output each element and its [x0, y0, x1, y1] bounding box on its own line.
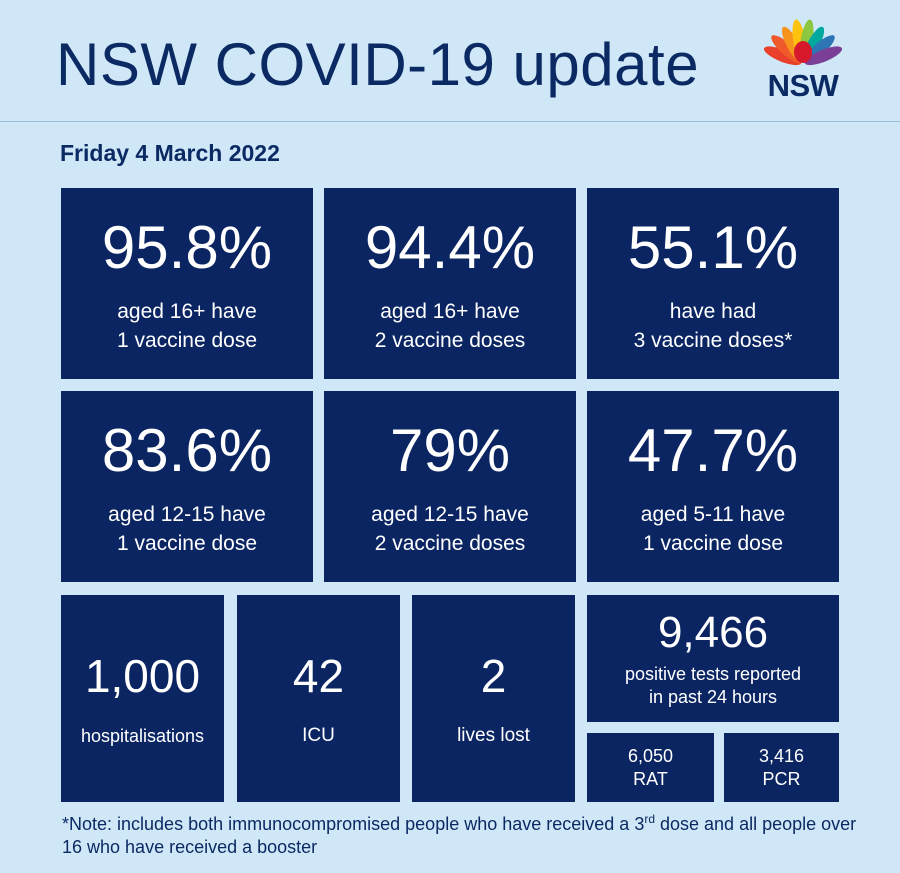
- pcr-count: 3,416: [758, 745, 805, 766]
- footnote: *Note: includes both immunocompromised p…: [62, 813, 872, 859]
- hospitalisations-count: 1,000: [84, 649, 201, 702]
- vaccination-percent: 83.6%: [101, 416, 273, 484]
- vaccination-desc: aged 16+ have 2 vaccine doses: [374, 299, 526, 352]
- pcr-label: PCR: [762, 768, 801, 789]
- vaccination-tile: 83.6% aged 12-15 have 1 vaccine dose: [61, 391, 313, 582]
- vaccination-desc: aged 16+ have 1 vaccine dose: [116, 299, 258, 352]
- vaccination-percent: 79%: [389, 416, 511, 484]
- pcr-tile: 3,416 PCR: [724, 733, 839, 802]
- icu-count: 42: [292, 649, 345, 702]
- report-date: Friday 4 March 2022: [60, 140, 280, 166]
- footnote-text-end: dose and all people over 16 who have rec…: [62, 814, 857, 857]
- vaccination-desc: aged 5-11 have 1 vaccine dose: [640, 502, 786, 555]
- header-divider: [0, 121, 900, 122]
- hospitalisations-tile: 1,000 hospitalisations: [61, 595, 224, 802]
- rat-count: 6,050: [627, 745, 674, 766]
- footnote-text: *Note: includes both immunocompromised p…: [62, 814, 645, 834]
- vaccination-tile: 79% aged 12-15 have 2 vaccine doses: [324, 391, 576, 582]
- vaccination-percent: 55.1%: [627, 213, 799, 281]
- vaccination-percent: 47.7%: [627, 416, 799, 484]
- positive-tests-desc: positive tests reported in past 24 hours: [624, 663, 802, 707]
- footnote-superscript: rd: [644, 812, 655, 826]
- vaccination-desc: have had 3 vaccine doses*: [633, 299, 793, 352]
- logo-text: NSW: [767, 68, 839, 103]
- vaccination-desc: aged 12-15 have 2 vaccine doses: [371, 502, 529, 555]
- vaccination-desc: aged 12-15 have 1 vaccine dose: [108, 502, 266, 555]
- icu-label: ICU: [302, 724, 335, 746]
- vaccination-percent: 94.4%: [364, 213, 536, 281]
- lives-lost-label: lives lost: [457, 724, 530, 746]
- page-title: NSW COVID-19 update: [56, 31, 700, 98]
- positive-tests-tile: 9,466 positive tests reported in past 24…: [587, 595, 839, 722]
- lives-lost-tile: 2 lives lost: [412, 595, 575, 802]
- lives-lost-count: 2: [480, 649, 507, 702]
- rat-label: RAT: [633, 768, 668, 789]
- vaccination-tile: 95.8% aged 16+ have 1 vaccine dose: [61, 188, 313, 379]
- vaccination-percent: 95.8%: [101, 213, 273, 281]
- nsw-logo: NSW: [758, 14, 848, 103]
- vaccination-tile: 55.1% have had 3 vaccine doses*: [587, 188, 839, 379]
- waratah-flower-icon: [763, 19, 843, 66]
- vaccination-tile: 94.4% aged 16+ have 2 vaccine doses: [324, 188, 576, 379]
- icu-tile: 42 ICU: [237, 595, 400, 802]
- vaccination-tile: 47.7% aged 5-11 have 1 vaccine dose: [587, 391, 839, 582]
- hospitalisations-label: hospitalisations: [80, 725, 205, 746]
- rat-tile: 6,050 RAT: [587, 733, 714, 802]
- positive-tests-count: 9,466: [657, 607, 769, 657]
